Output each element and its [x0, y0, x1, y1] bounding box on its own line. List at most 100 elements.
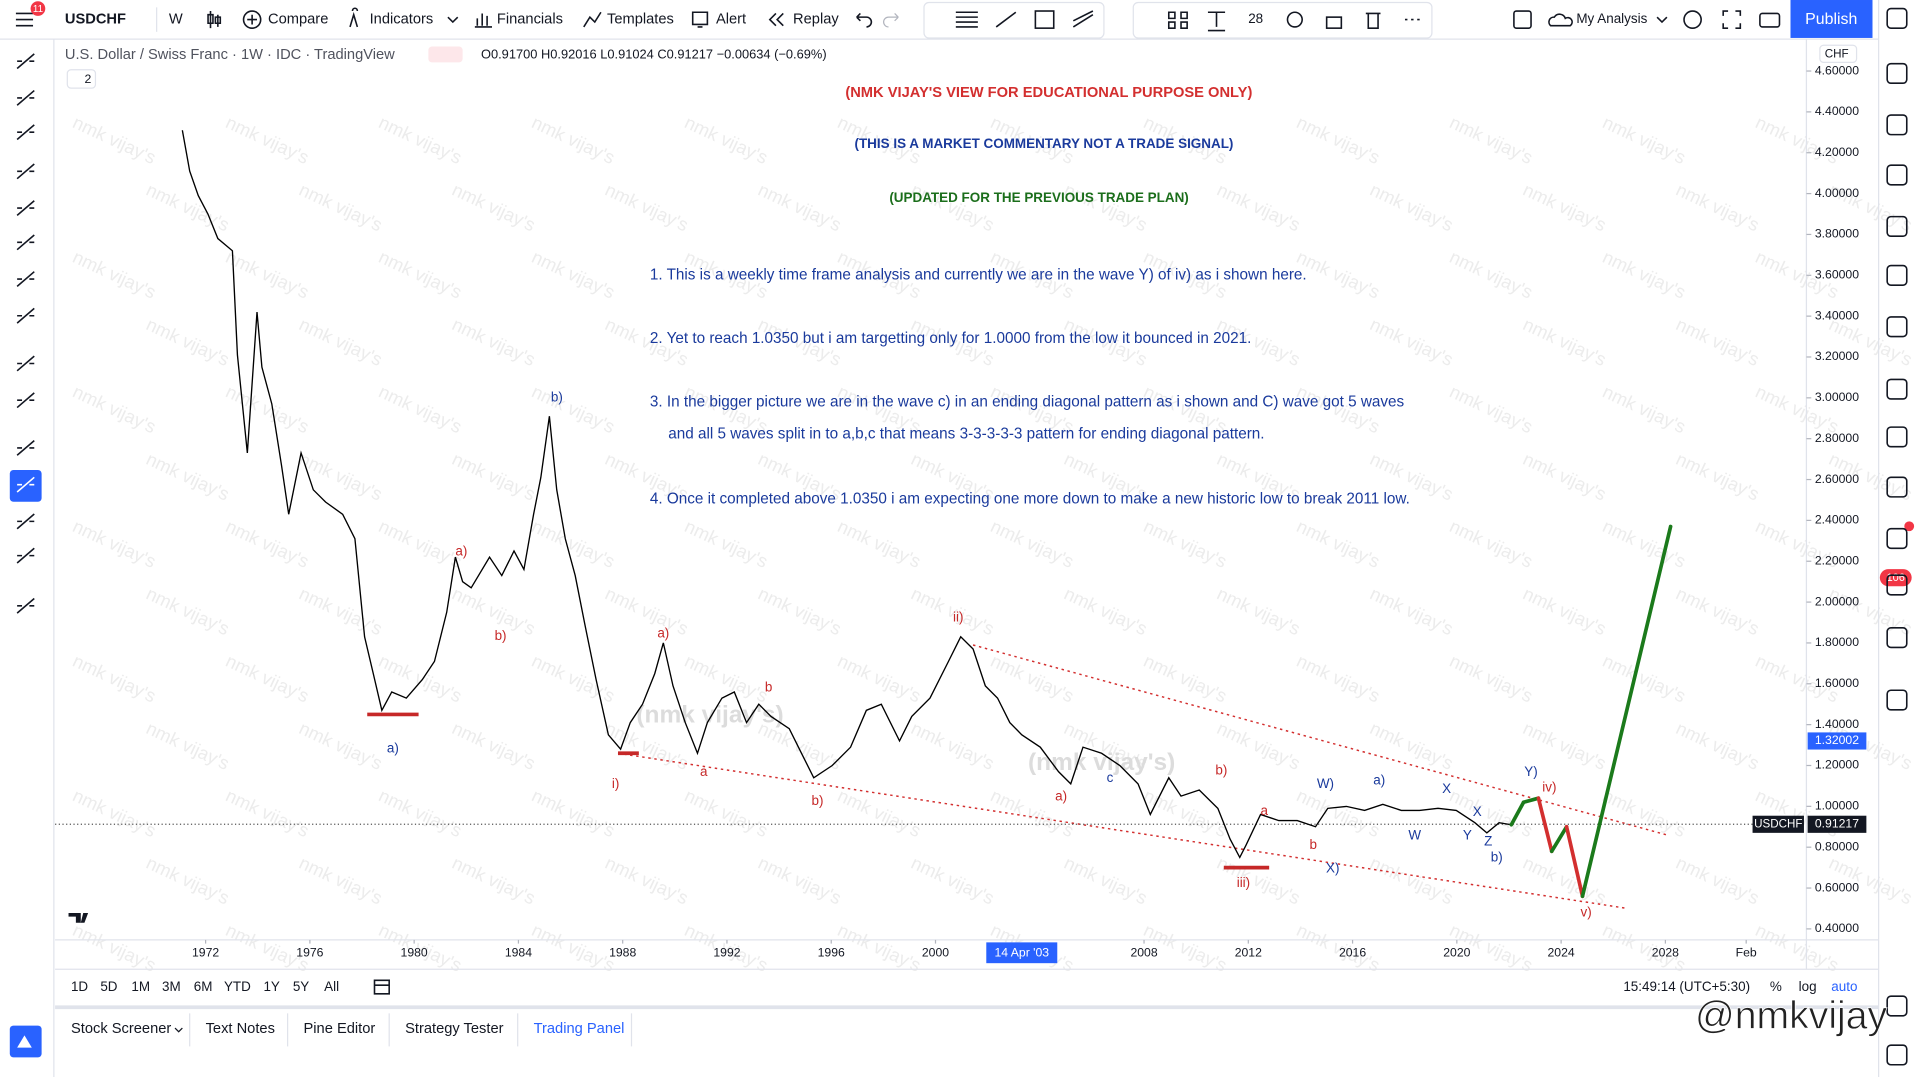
trendline — [617, 752, 1628, 910]
fullscreen-icon[interactable] — [1722, 10, 1742, 29]
tool-icon[interactable] — [16, 307, 35, 324]
wave-label: i) — [612, 776, 619, 791]
font-size[interactable]: 28 — [1248, 11, 1263, 26]
menu-button[interactable] — [15, 12, 34, 27]
x-tick-label: 1984 — [505, 946, 532, 960]
layout-icon[interactable] — [1513, 10, 1532, 29]
sidebar-icon[interactable] — [1886, 264, 1908, 286]
wave-label: X — [1442, 781, 1451, 796]
tool-delete[interactable] — [1365, 12, 1381, 29]
sidebar-icon[interactable] — [1886, 164, 1908, 186]
tool-icon[interactable] — [16, 513, 35, 530]
legend-toggle[interactable] — [66, 69, 97, 89]
publish-text: Publish — [1805, 11, 1857, 28]
scale-option[interactable]: % — [1770, 979, 1782, 994]
sidebar-icon[interactable] — [1886, 527, 1908, 550]
sidebar-icon[interactable] — [1886, 114, 1908, 136]
tool-rect[interactable] — [1034, 10, 1055, 29]
currency-box[interactable] — [1819, 44, 1858, 64]
date-range-icon[interactable] — [373, 979, 390, 995]
currency[interactable]: CHF — [1825, 48, 1849, 61]
sidebar-icon[interactable] — [1886, 7, 1908, 29]
chart-type-icon[interactable] — [207, 11, 222, 29]
tool-icon[interactable] — [16, 547, 35, 564]
financials-icon — [474, 13, 492, 28]
tool-icon[interactable] — [16, 53, 35, 70]
timeframe-button[interactable]: All — [324, 979, 339, 994]
sidebar-icon[interactable] — [1886, 574, 1908, 596]
tool-icon[interactable] — [16, 355, 35, 372]
sidebar-icon[interactable] — [1886, 1044, 1908, 1066]
tool-icon[interactable] — [16, 234, 35, 251]
wave-label: Y) — [1524, 764, 1537, 779]
sidebar-icon[interactable] — [1886, 62, 1908, 85]
tab[interactable]: Stock Screener — [71, 1021, 171, 1037]
tool-text[interactable] — [1207, 11, 1226, 32]
symbol[interactable]: USDCHF — [65, 11, 126, 27]
tab[interactable]: Pine Editor — [304, 1021, 376, 1037]
sidebar-icon[interactable] — [1886, 316, 1908, 338]
badge — [30, 1, 46, 16]
x-tick-label: 1988 — [609, 946, 636, 960]
tool-icon[interactable] — [16, 271, 35, 287]
layout-name[interactable]: My Analysis — [1576, 11, 1647, 26]
timeframe-button[interactable]: 6M — [194, 979, 213, 994]
x-tick-label: 2016 — [1339, 946, 1366, 960]
timeframe-button[interactable]: 1D — [71, 979, 88, 994]
alert-button[interactable]: Alert — [716, 11, 746, 27]
tab[interactable]: Strategy Tester — [405, 1021, 504, 1037]
timeframe-button[interactable]: 5Y — [293, 979, 309, 994]
redo[interactable] — [883, 13, 899, 28]
timeframe-button[interactable]: 5D — [100, 979, 117, 994]
compare-button[interactable]: Compare — [268, 11, 328, 27]
tab-dropdown[interactable] — [174, 1027, 183, 1033]
tool-icon[interactable] — [16, 200, 35, 217]
sidebar-icon[interactable] — [1886, 215, 1908, 238]
timeframe-button[interactable]: 3M — [162, 979, 181, 994]
wave-label: iv) — [1542, 780, 1556, 795]
tool-icon[interactable] — [16, 476, 35, 493]
tool-lock[interactable] — [1325, 16, 1343, 29]
sidebar-icon[interactable] — [1886, 995, 1908, 1017]
scale-option[interactable]: log — [1799, 979, 1817, 994]
tool-icon[interactable] — [16, 163, 35, 180]
tool-icon[interactable] — [16, 89, 35, 106]
y-tick-label: 1.20000 — [1815, 758, 1859, 772]
dropdown-icon[interactable] — [447, 16, 459, 24]
publish-button[interactable] — [1790, 0, 1873, 38]
financials-button[interactable]: Financials — [497, 11, 563, 27]
scale-option[interactable]: auto — [1831, 979, 1857, 994]
layout-dropdown[interactable] — [1656, 16, 1668, 24]
sidebar-icon[interactable] — [1886, 627, 1908, 649]
tool-icon[interactable] — [16, 124, 35, 141]
settings-icon[interactable] — [1683, 10, 1702, 29]
tool-settings[interactable] — [1286, 11, 1303, 28]
timeframe-button[interactable]: YTD — [224, 979, 251, 994]
tool-lines[interactable] — [955, 11, 978, 28]
legend-count[interactable]: 2 — [84, 72, 91, 86]
undo[interactable] — [856, 12, 873, 28]
logo-icon[interactable] — [17, 1035, 32, 1048]
tool-icon[interactable] — [16, 392, 35, 409]
timeframe-button[interactable]: 1M — [131, 979, 150, 994]
timeframe-button[interactable]: 1Y — [263, 979, 279, 994]
wave-label: ii) — [953, 610, 963, 625]
templates-button[interactable]: Templates — [607, 11, 674, 27]
sidebar-icon[interactable] — [1886, 378, 1908, 400]
indicators-button[interactable]: Indicators — [370, 11, 434, 27]
snapshot-icon[interactable] — [1759, 12, 1781, 28]
tool-templates[interactable] — [1167, 11, 1188, 29]
sidebar-icon[interactable] — [1886, 426, 1908, 448]
tab[interactable]: Trading Panel — [534, 1021, 625, 1037]
tab[interactable]: Text Notes — [206, 1021, 275, 1037]
sidebar-icon[interactable] — [1886, 689, 1908, 711]
active-tool[interactable] — [9, 469, 42, 502]
tool-icon[interactable] — [16, 439, 35, 456]
replay-button[interactable]: Replay — [793, 11, 839, 27]
interval[interactable]: W — [169, 11, 183, 27]
tool-trend[interactable] — [995, 11, 1017, 28]
sidebar-icon[interactable] — [1886, 476, 1908, 498]
tool-icon[interactable] — [16, 597, 35, 614]
tool-fib[interactable] — [1072, 10, 1094, 28]
